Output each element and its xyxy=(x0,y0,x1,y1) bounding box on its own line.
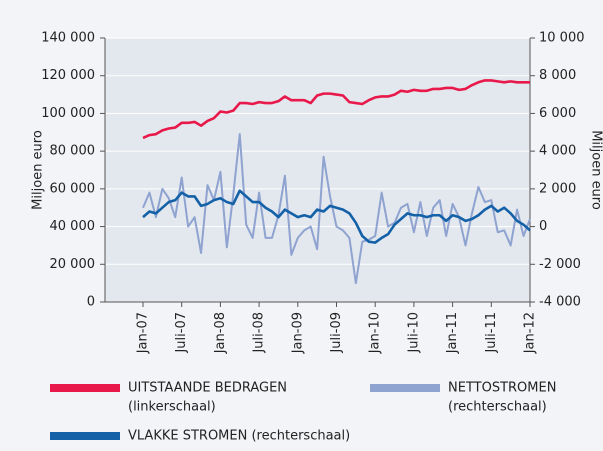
legend-swatch xyxy=(50,432,120,440)
legend-label: VLAKKE STROMEN (rechterschaal) xyxy=(128,429,350,444)
y2-tick-label: -2 000 xyxy=(539,257,581,272)
y-axis-label: Miljoen euro xyxy=(31,130,46,210)
series-line xyxy=(142,189,531,244)
y2-tick-label: 0 xyxy=(539,219,547,234)
y-tick-label: 60 000 xyxy=(50,181,96,196)
x-tick-label: Juli-08 xyxy=(252,312,267,354)
plot-area xyxy=(105,38,530,302)
y2-tick-label: 10 000 xyxy=(539,31,585,46)
legend-note: (linkerschaal) xyxy=(128,400,216,415)
x-tick-label: Jan-10 xyxy=(368,312,383,354)
x-tick-label: Juli-09 xyxy=(329,312,344,354)
x-tick-label: Juli-11 xyxy=(484,312,499,354)
legend-label: NETTOSTROMEN xyxy=(448,381,556,396)
y-tick-label: 80 000 xyxy=(50,144,96,159)
series-line xyxy=(142,79,530,140)
legend-swatch xyxy=(370,384,440,392)
legend-note: (rechterschaal) xyxy=(448,400,547,415)
y2-tick-label: 4 000 xyxy=(539,144,576,159)
legend-label: UITSTAANDE BEDRAGEN xyxy=(128,381,287,396)
x-tick-label: Juli-07 xyxy=(174,312,189,354)
y2-tick-label: 8 000 xyxy=(539,68,576,83)
y-tick-label: 20 000 xyxy=(50,257,96,272)
x-tick-label: Jan-12 xyxy=(523,312,538,354)
y2-axis-label: Miljoen euro xyxy=(589,130,603,210)
y2-tick-label: 2 000 xyxy=(539,181,576,196)
x-tick-label: Jan-09 xyxy=(290,312,305,354)
x-tick-label: Jan-07 xyxy=(136,312,151,354)
legend-swatch xyxy=(50,384,120,392)
x-tick-label: Jan-08 xyxy=(213,312,228,354)
series-line xyxy=(142,133,531,285)
y2-tick-label: 6 000 xyxy=(539,106,576,121)
y-tick-label: 40 000 xyxy=(50,219,96,234)
x-tick-label: Juli-10 xyxy=(406,312,421,354)
y-tick-label: 0 xyxy=(87,295,95,310)
y-tick-label: 120 000 xyxy=(41,68,95,83)
x-tick-label: Jan-11 xyxy=(445,312,460,354)
y2-tick-label: -4 000 xyxy=(539,295,581,310)
y-tick-label: 100 000 xyxy=(41,106,95,121)
y-tick-label: 140 000 xyxy=(41,31,95,46)
